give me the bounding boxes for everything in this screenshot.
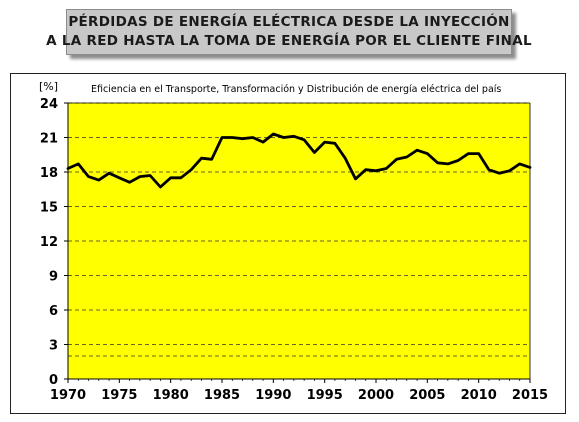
x-tick-label: 2005 <box>409 388 445 403</box>
x-tick-label: 2000 <box>358 388 394 403</box>
x-tick-label: 1985 <box>204 388 240 403</box>
x-tick-label: 2010 <box>461 388 497 403</box>
y-tick-label: 18 <box>40 166 58 181</box>
chart-title: Eficiencia en el Transporte, Transformac… <box>91 84 501 95</box>
x-tick-label: 1980 <box>153 388 189 403</box>
y-tick-label: 6 <box>49 304 58 319</box>
y-tick-label: 15 <box>40 201 58 216</box>
y-tick-label: 24 <box>40 97 58 112</box>
x-tick-label: 1990 <box>255 388 291 403</box>
y-axis-label: [%] <box>39 80 58 93</box>
x-tick-label: 2015 <box>512 388 548 403</box>
y-tick-label: 9 <box>49 270 58 285</box>
x-tick-label: 1975 <box>101 388 137 403</box>
x-tick-label: 1970 <box>50 388 86 403</box>
line-chart: 0 3 6 9 12 15 18 21 24 1970 1975 1980 1985 1990 1995 20… <box>39 80 548 403</box>
chart-frame: 0 3 6 9 12 15 18 21 24 1970 1975 1980 1985 1990 1995 20… <box>10 73 566 414</box>
y-tick-label: 0 <box>49 373 58 388</box>
x-tick-label: 1995 <box>307 388 343 403</box>
main-title-banner: PÉRDIDAS DE ENERGÍA ELÉCTRICA DESDE LA I… <box>46 9 532 55</box>
main-title-line-1: PÉRDIDAS DE ENERGÍA ELÉCTRICA DESDE LA I… <box>68 14 510 30</box>
y-tick-label: 21 <box>40 132 58 147</box>
main-title-line-2: A LA RED HASTA LA TOMA DE ENERGÍA POR EL… <box>46 33 532 49</box>
y-tick-label: 3 <box>49 339 58 354</box>
y-tick-label: 12 <box>40 235 58 250</box>
series-line <box>66 132 532 189</box>
